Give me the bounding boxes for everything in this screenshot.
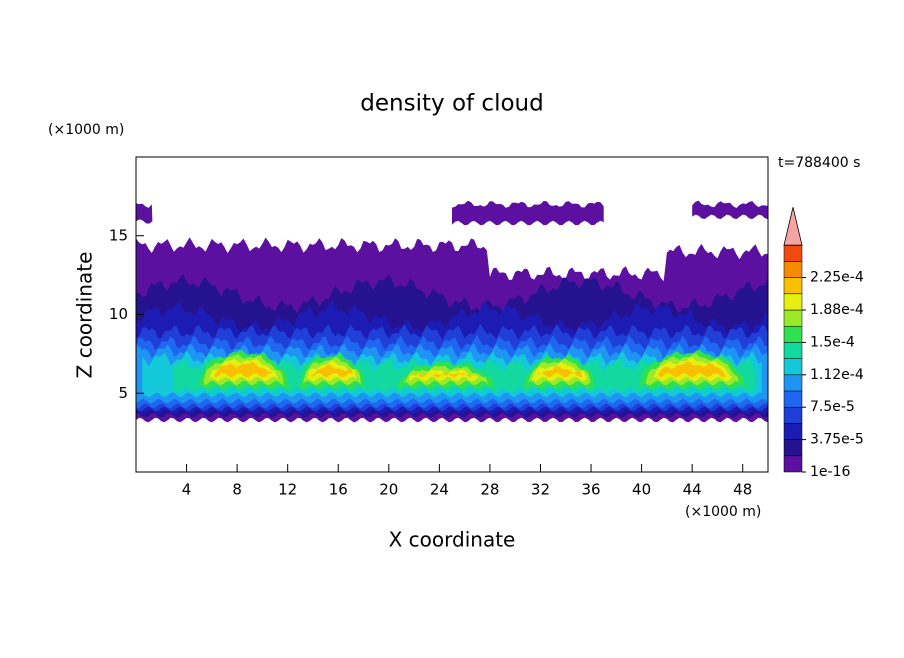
colorbar-band xyxy=(783,390,803,408)
x-tick-label: 48 xyxy=(733,481,752,499)
contour-band xyxy=(692,200,768,220)
contour-band xyxy=(409,369,483,382)
time-label: t=788400 s xyxy=(778,155,860,171)
colorbar-band xyxy=(783,244,803,262)
colorbar-band xyxy=(783,423,803,440)
colorbar-band xyxy=(783,293,803,311)
x-tick-label: 28 xyxy=(480,481,499,499)
colorbar-label: 1.12e-4 xyxy=(810,367,864,383)
contour-band xyxy=(414,372,477,378)
contour-band xyxy=(310,364,353,378)
colorbar-label: 1.88e-4 xyxy=(810,302,864,318)
x-tick-label: 12 xyxy=(278,481,297,499)
x-tick-label: 44 xyxy=(683,481,702,499)
colorbar-band xyxy=(783,325,803,343)
colorbar-band xyxy=(783,261,803,278)
y-tick-label: 15 xyxy=(109,226,128,244)
contour-band xyxy=(214,361,273,378)
colorbar-band xyxy=(783,358,803,376)
colorbar-band xyxy=(783,309,803,327)
contour-band xyxy=(136,203,153,224)
x-tick-label: 40 xyxy=(632,481,651,499)
colorbar-label: 3.75e-5 xyxy=(810,432,864,448)
x-tick-label: 20 xyxy=(379,481,398,499)
x-tick-label: 36 xyxy=(581,481,600,499)
x-tick-label: 24 xyxy=(430,481,449,499)
chart-title: density of cloud xyxy=(360,91,543,117)
x-tick-label: 4 xyxy=(182,481,192,499)
colorbar-label: 2.25e-4 xyxy=(810,270,864,286)
colorbar-band xyxy=(783,374,803,392)
colorbar-label: 7.5e-5 xyxy=(810,399,855,415)
y-axis-label: Z coordinate xyxy=(73,252,97,379)
contour-band xyxy=(536,366,583,378)
colorbar-band xyxy=(783,277,803,295)
colorbar-band xyxy=(783,455,803,473)
x-tick-label: 32 xyxy=(531,481,550,499)
colorbar-band xyxy=(783,342,803,359)
y-tick-label: 5 xyxy=(118,384,128,402)
x-tick-label: 16 xyxy=(329,481,348,499)
x-tick-label: 8 xyxy=(232,481,242,499)
x-unit: (×1000 m) xyxy=(685,504,761,520)
colorbar-label: 1e-16 xyxy=(810,464,850,480)
y-tick-label: 10 xyxy=(109,305,128,323)
colorbar-band xyxy=(783,439,803,457)
x-axis-label: X coordinate xyxy=(389,528,516,552)
contour-band xyxy=(658,361,727,378)
colorbar-extend xyxy=(783,207,803,246)
colorbar-label: 1.5e-4 xyxy=(810,334,855,350)
colorbar-band xyxy=(783,406,803,424)
y-unit: (×1000 m) xyxy=(48,122,124,138)
contour-band xyxy=(452,200,604,226)
